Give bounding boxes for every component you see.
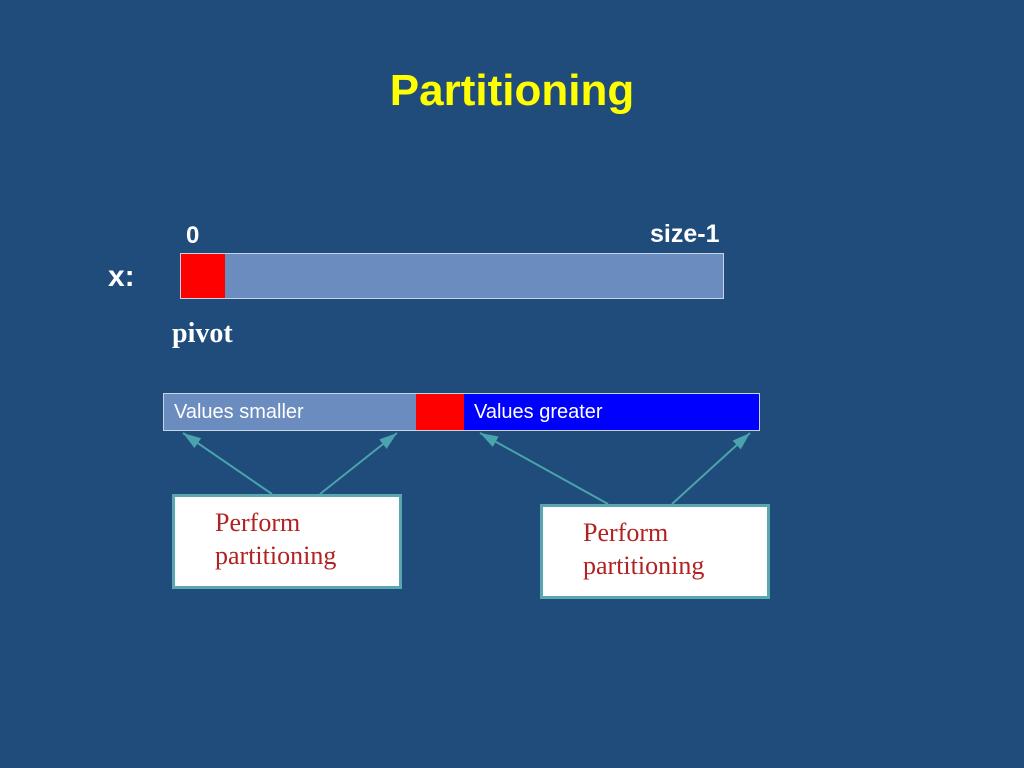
callout-left-line1: Perform <box>215 507 379 540</box>
callout-right-line1: Perform <box>583 517 747 550</box>
callout-right-line2: partitioning <box>583 550 747 583</box>
callout-left: Perform partitioning <box>172 494 402 589</box>
pivot-label: pivot <box>172 318 233 350</box>
smaller-partition: Values smaller <box>164 394 416 430</box>
partitioned-array: Values smaller Values greater <box>163 393 760 431</box>
callout-left-line2: partitioning <box>215 540 379 573</box>
array-name-label: x: <box>108 260 135 294</box>
index-start-label: 0 <box>186 222 199 250</box>
callout-right: Perform partitioning <box>540 504 770 599</box>
slide-title: Partitioning <box>0 66 1024 116</box>
index-end-label: size-1 <box>650 220 719 249</box>
pivot-cell-after <box>416 394 464 430</box>
initial-array <box>180 253 724 299</box>
greater-partition: Values greater <box>464 394 759 430</box>
pivot-cell <box>181 254 225 298</box>
unpartitioned-cell <box>225 254 723 298</box>
